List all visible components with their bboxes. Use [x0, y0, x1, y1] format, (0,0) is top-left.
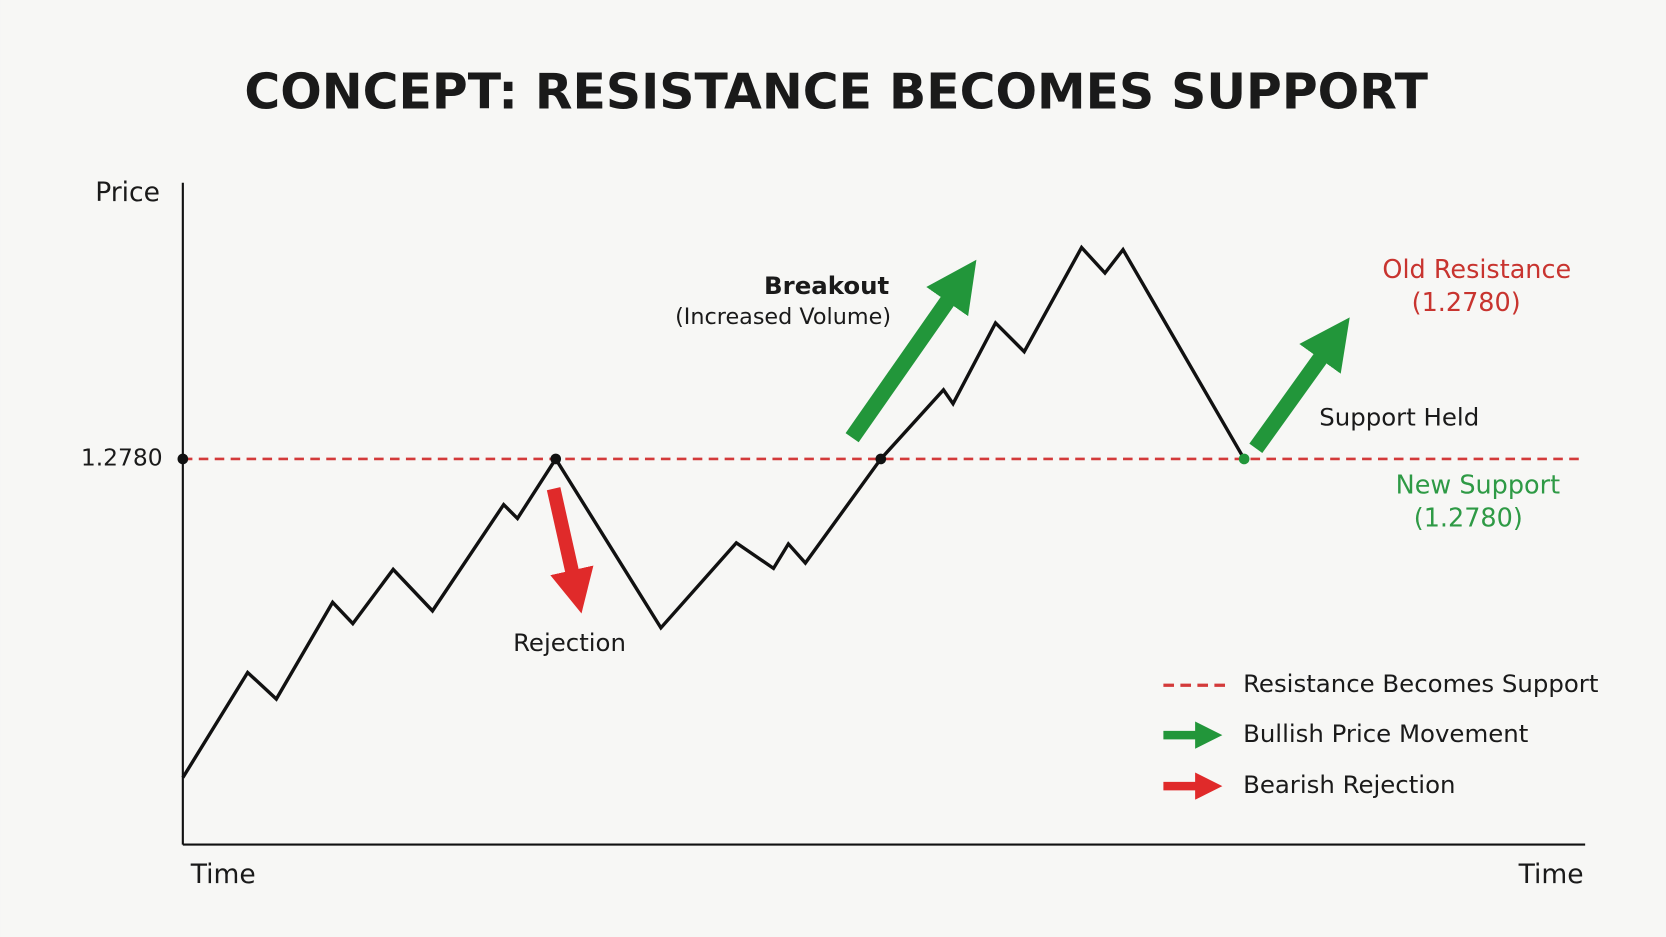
- y-axis-label: Price: [95, 177, 160, 208]
- annotation: Support Held: [1319, 403, 1479, 432]
- point: [1238, 453, 1250, 465]
- bullish-arrow: [845, 259, 977, 443]
- point: [875, 453, 887, 465]
- annotation: Rejection: [513, 628, 626, 657]
- point: [177, 453, 189, 465]
- annotation: New Support: [1396, 471, 1560, 501]
- legend-label: Bullish Price Movement: [1243, 719, 1528, 748]
- annotation: (1.2780): [1412, 288, 1521, 318]
- legend-label: Bearish Rejection: [1243, 770, 1455, 799]
- legend-label: Resistance Becomes Support: [1243, 669, 1598, 698]
- bullish-arrow: [1249, 317, 1350, 453]
- bearish-arrow: [546, 487, 594, 614]
- annotation: Breakout: [764, 271, 889, 300]
- level-label: 1.2780: [81, 443, 163, 471]
- point: [550, 453, 562, 465]
- annotation: (Increased Volume): [675, 304, 891, 330]
- legend: Resistance Becomes Support Bullish Price…: [1163, 669, 1598, 800]
- title: CONCEPT: RESISTANCE BECOMES SUPPORT: [244, 64, 1428, 121]
- x-axis-label: Time: [190, 859, 256, 890]
- price-line: [181, 244, 1246, 779]
- x-axis-label: Time: [1518, 859, 1584, 890]
- annotation: Old Resistance: [1382, 255, 1571, 285]
- annotation: (1.2780): [1414, 503, 1523, 533]
